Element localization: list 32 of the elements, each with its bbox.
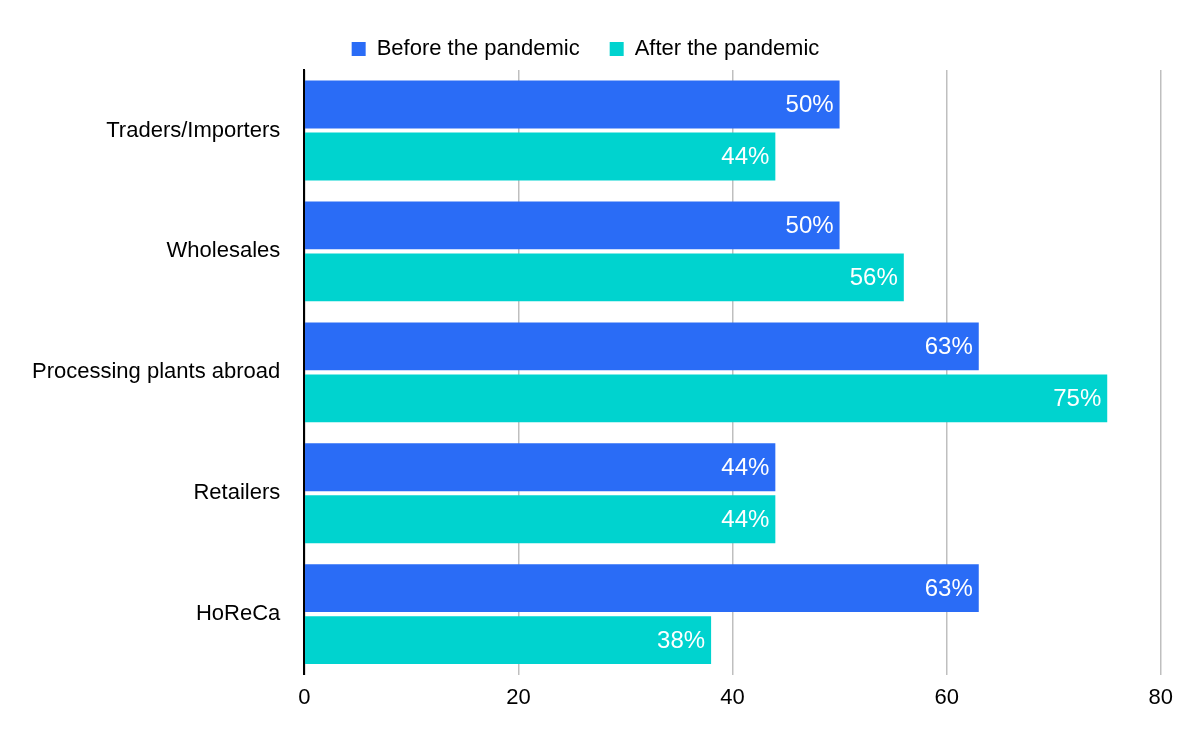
x-tick-label: 0	[298, 683, 311, 709]
bar	[305, 80, 840, 129]
y-tick-label: Wholesales	[166, 237, 281, 263]
bar	[305, 564, 979, 613]
data-label: 63%	[924, 331, 973, 359]
y-tick-label: HoReCa	[195, 600, 282, 626]
bar	[305, 322, 979, 371]
y-tick-label: Traders/Importers	[106, 116, 281, 142]
bar	[305, 374, 1108, 423]
y-tick-label: Processing plants abroad	[32, 358, 281, 384]
x-tick-label: 40	[720, 683, 745, 709]
y-tick-label: Retailers	[193, 479, 281, 505]
bar	[305, 253, 904, 302]
data-label: 56%	[849, 263, 898, 290]
bar	[305, 443, 776, 492]
data-label: 44%	[721, 452, 770, 480]
x-tick-label: 60	[934, 683, 959, 709]
data-label: 63%	[924, 573, 973, 601]
bar	[305, 616, 712, 665]
data-label: 75%	[1053, 383, 1102, 411]
data-label: 44%	[721, 504, 770, 532]
bar	[305, 132, 776, 181]
data-label: 38%	[657, 625, 706, 653]
data-label: 50%	[785, 211, 834, 239]
x-tick-label: 20	[506, 683, 531, 709]
bar	[305, 495, 776, 544]
x-tick-label: 80	[1148, 683, 1174, 709]
data-label: 50%	[785, 90, 834, 118]
legend-label: After the pandemic	[634, 35, 820, 61]
legend-label: Before the pandemic	[376, 35, 580, 61]
data-label: 44%	[721, 142, 770, 170]
bar	[305, 201, 840, 250]
